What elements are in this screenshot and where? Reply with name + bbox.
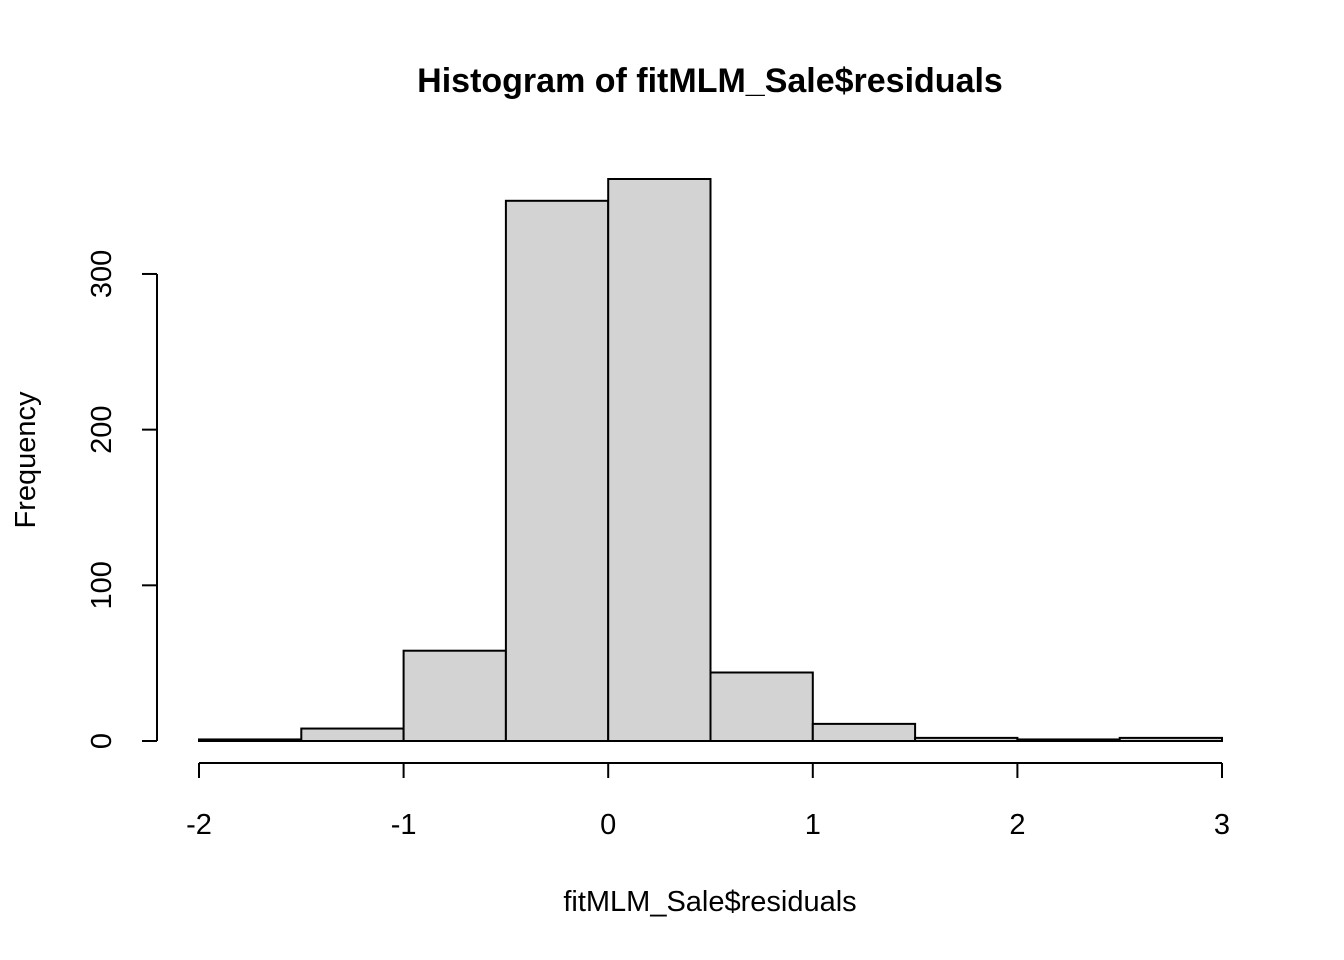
y-axis-label: Frequency [10, 391, 42, 529]
chart-title: Histogram of fitMLM_Sale$residuals [417, 62, 1003, 100]
histogram-bars [198, 178, 1223, 743]
x-tick-label: -2 [186, 809, 212, 841]
x-axis-label: fitMLM_Sale$residuals [563, 886, 856, 918]
histogram-bar [402, 649, 507, 742]
x-tick-label: 3 [1214, 809, 1230, 841]
x-axis: -2 -1 0 1 2 3 [186, 762, 1230, 841]
y-tick-label: 0 [86, 733, 118, 749]
histogram-bar [1016, 738, 1121, 743]
y-tick-label: 100 [86, 561, 118, 609]
y-tick-label: 300 [86, 250, 118, 298]
x-tick-label: 1 [805, 809, 821, 841]
x-tick-label: -1 [391, 809, 417, 841]
y-axis: 0 100 200 300 [86, 250, 158, 749]
histogram-bar [709, 671, 814, 743]
histogram-bar [914, 736, 1019, 742]
histogram-bar [811, 722, 917, 743]
histogram-bar [300, 727, 405, 743]
histogram-bar [198, 738, 303, 743]
x-tick-label: 0 [600, 809, 616, 841]
histogram-bar [1118, 736, 1223, 742]
x-tick-label: 2 [1009, 809, 1025, 841]
histogram-bar [607, 178, 712, 742]
histogram-bar [504, 199, 610, 742]
y-tick-label: 200 [86, 405, 118, 453]
